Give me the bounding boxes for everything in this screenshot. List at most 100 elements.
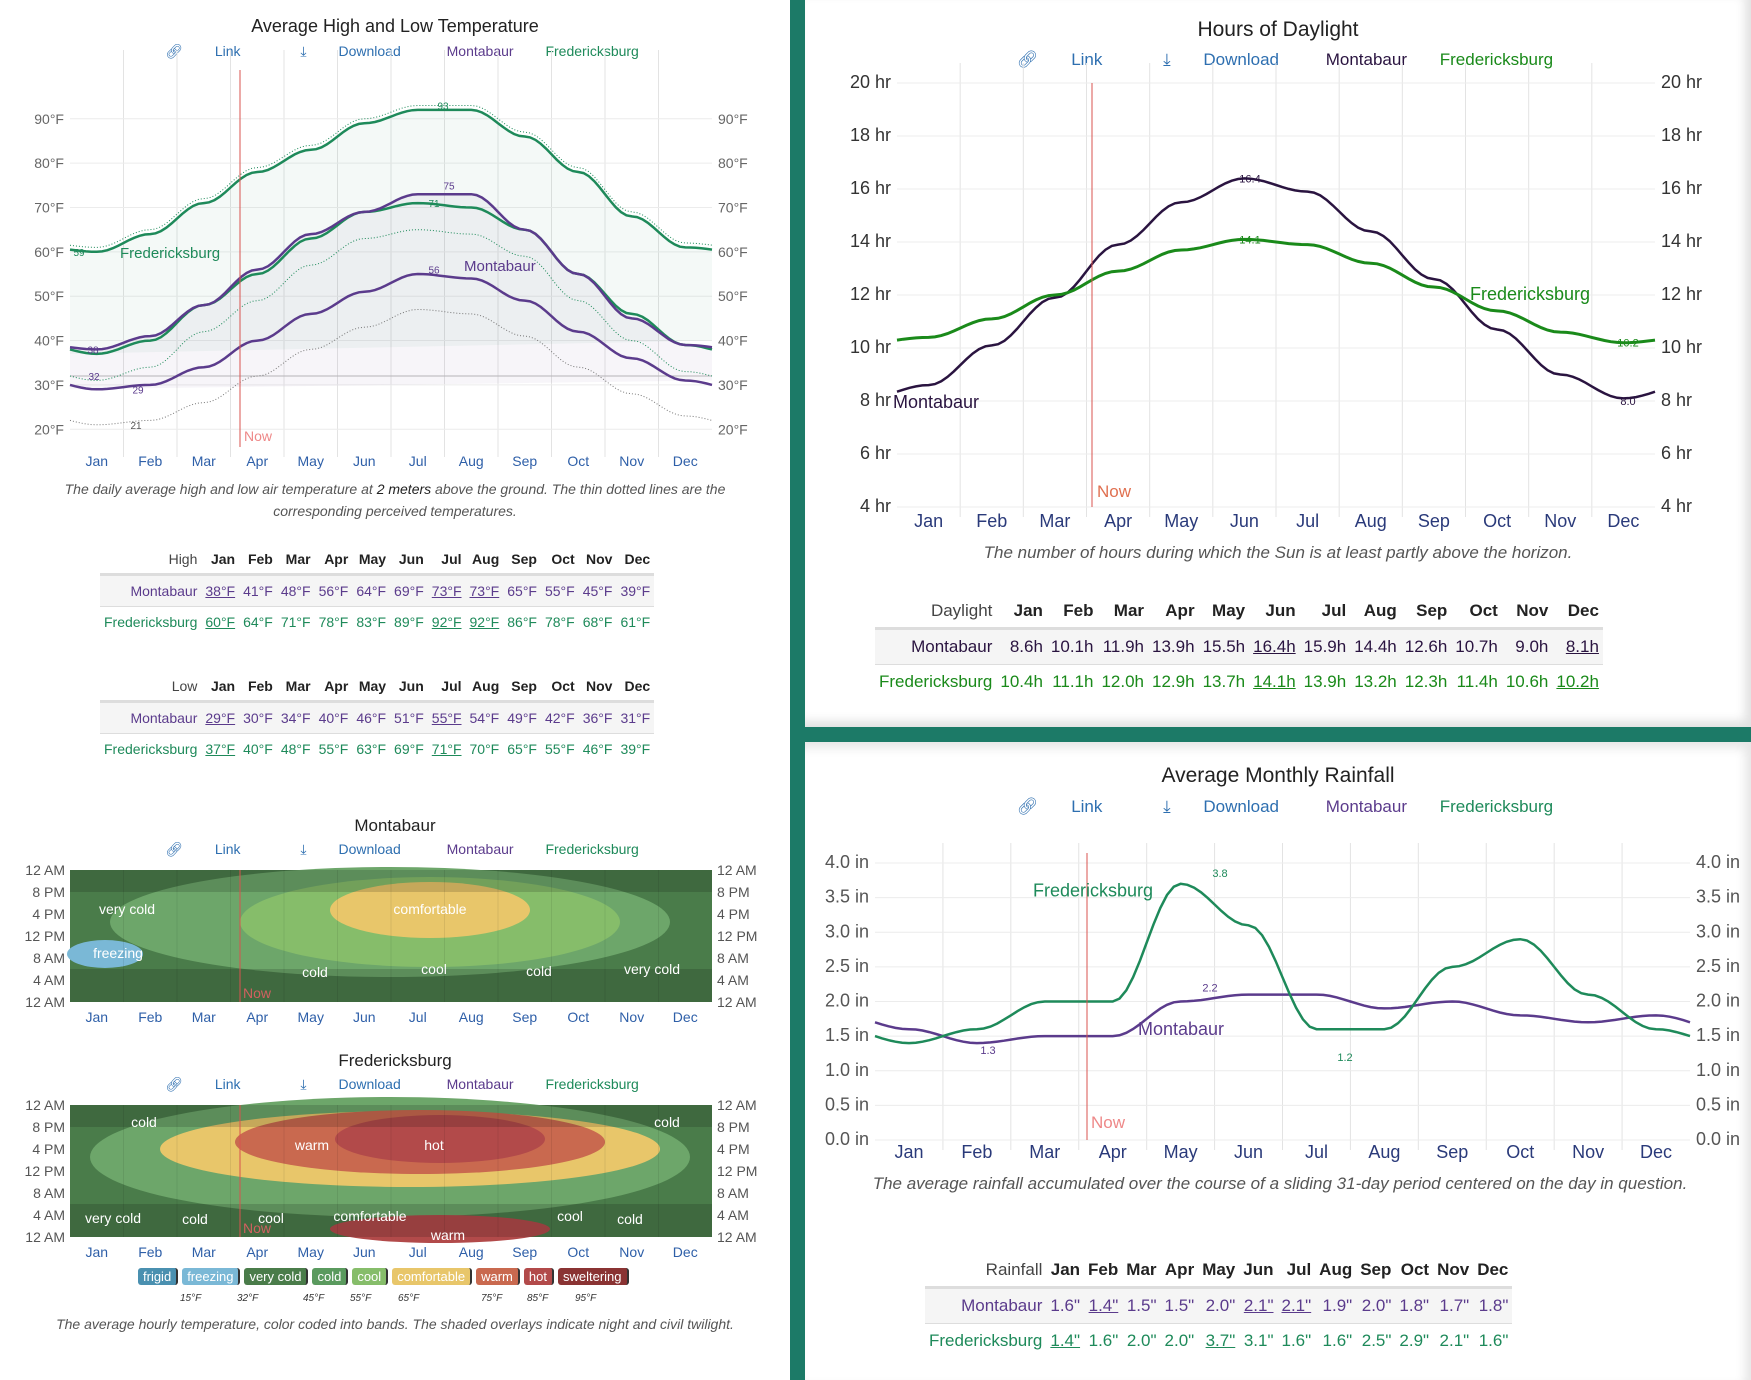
low-cell: 69°F xyxy=(394,741,424,757)
band-hot: hot xyxy=(523,1268,554,1285)
high-cell: 89°F xyxy=(394,614,424,630)
rainfall-col-jan: Jan xyxy=(1050,1260,1081,1279)
temp-xtick-feb: Feb xyxy=(138,453,162,469)
montabaur-heatmap-link-button[interactable]: 🔗︎ Link xyxy=(165,841,241,857)
high-cell[interactable]: 92°F xyxy=(431,614,462,630)
low-cell[interactable]: 71°F xyxy=(431,741,462,757)
montabaur-heatmap-legend-fredericksburg[interactable]: Fredericksburg xyxy=(545,841,639,857)
fredericksburg-heatmap-link-button[interactable]: 🔗︎ Link xyxy=(165,1076,241,1092)
high-cell[interactable]: 92°F xyxy=(469,614,500,630)
rainfall-montabaur-line xyxy=(874,993,1691,1045)
rainfall-link-button[interactable]: 🔗︎ Link xyxy=(1016,797,1103,816)
fredericksburg-heatmap-toolbar: 🔗︎ Link ⤓ Download Montabaur Fredericksb… xyxy=(0,1076,790,1093)
daylight-cell[interactable]: 16.4h xyxy=(1253,637,1296,656)
daylight-cell: 10.1h xyxy=(1050,637,1094,656)
high-cell: 69°F xyxy=(394,583,424,599)
temp-ytick-left: 30°F xyxy=(34,377,64,393)
daylight-row-name: Montabaur xyxy=(911,637,993,656)
rainfall-xtick-jun: Jun xyxy=(1234,1142,1263,1162)
high-cell: 86°F xyxy=(507,614,537,630)
temp-annotation: 21 xyxy=(130,421,142,432)
rainfall-cell: 3.1" xyxy=(1243,1331,1274,1350)
rainfall-xtick-apr: Apr xyxy=(1099,1142,1127,1162)
daylight-cell: 12.3h xyxy=(1404,672,1448,691)
fredericksburg-heatmap-download-button[interactable]: ⤓ Download xyxy=(300,1076,401,1092)
daylight-download-button[interactable]: ⤓ Download xyxy=(1163,50,1279,69)
temp-link-button[interactable]: 🔗︎ Link xyxy=(165,43,241,59)
montabaur-heatmap-hour-right: 8 AM xyxy=(717,950,749,966)
high-col-aug: Aug xyxy=(472,551,500,567)
rainfall-cell[interactable]: 1.4" xyxy=(1050,1331,1081,1350)
daylight-ytick-left: 16 hr xyxy=(850,178,891,198)
montabaur-heatmap-xtick-jul: Jul xyxy=(409,1009,427,1025)
fredericksburg-heatmap-legend-montabaur[interactable]: Montabaur xyxy=(446,1076,514,1092)
daylight-link-button[interactable]: 🔗︎ Link xyxy=(1016,50,1103,69)
low-cell[interactable]: 29°F xyxy=(205,710,236,726)
daylight-annotation: 14.1 xyxy=(1239,234,1260,246)
temp-ytick-left: 20°F xyxy=(34,421,64,437)
high-cell[interactable]: 73°F xyxy=(469,583,500,599)
daylight-cell[interactable]: 8.1h xyxy=(1565,637,1599,656)
rainfall-cell[interactable]: 2.1" xyxy=(1281,1296,1312,1315)
temp-download-button[interactable]: ⤓ Download xyxy=(300,43,401,59)
rainfall-cell[interactable]: 3.7" xyxy=(1205,1331,1236,1350)
high-row-name: Fredericksburg xyxy=(104,614,198,630)
daylight-cell: 11.9h xyxy=(1102,637,1145,656)
temp-legend-fredericksburg[interactable]: Fredericksburg xyxy=(545,43,639,59)
montabaur-heatmap-band-label: cool xyxy=(421,961,447,977)
montabaur-range-area xyxy=(70,194,712,390)
temp-xtick-jul: Jul xyxy=(409,453,427,469)
heatmap-caption: The average hourly temperature, color co… xyxy=(56,1316,734,1332)
low-row-montabaur: Montabaur 29°F 30°F 34°F 40°F 46°F 51°F 55°F 54°… xyxy=(100,701,655,734)
montabaur-heatmap-hour-left: 8 AM xyxy=(33,950,65,966)
rainfall-legend-fredericksburg[interactable]: Fredericksburg xyxy=(1439,797,1554,816)
rainfall-ytick-right: 2.0 in xyxy=(1696,991,1740,1011)
temp-ytick-right: 50°F xyxy=(718,288,748,304)
temp-legend-montabaur[interactable]: Montabaur xyxy=(446,43,514,59)
rainfall-caption: The average rainfall accumulated over th… xyxy=(872,1174,1688,1193)
daylight-cell: 10.7h xyxy=(1455,637,1498,656)
rainfall-legend-montabaur[interactable]: Montabaur xyxy=(1325,797,1407,816)
high-cell[interactable]: 38°F xyxy=(205,583,236,599)
rainfall-cell[interactable]: 2.1" xyxy=(1243,1296,1274,1315)
low-header-row: Low Jan Feb Mar Apr May Jun Jul Aug Sep Oct Nov Dec xyxy=(100,672,655,702)
temp-ytick-right: 40°F xyxy=(718,333,748,349)
daylight-col-oct: Oct xyxy=(1469,601,1498,620)
low-cell: 39°F xyxy=(620,741,651,757)
high-cell: 56°F xyxy=(318,583,349,599)
daylight-xtick-apr: Apr xyxy=(1104,511,1132,531)
low-col-dec: Dec xyxy=(624,678,651,694)
low-cell[interactable]: 37°F xyxy=(205,741,236,757)
daylight-fredericksburg-line xyxy=(896,237,1656,345)
daylight-col-may: May xyxy=(1212,601,1246,620)
rainfall-col-oct: Oct xyxy=(1400,1260,1430,1279)
low-cell[interactable]: 55°F xyxy=(431,710,462,726)
rainfall-cell: 1.6" xyxy=(1281,1331,1312,1350)
rainfall-xtick-nov: Nov xyxy=(1572,1142,1604,1162)
daylight-col-mar: Mar xyxy=(1113,601,1145,620)
high-col-jun: Jun xyxy=(398,551,424,567)
fredericksburg-heatmap-hour-left: 4 PM xyxy=(32,1141,65,1157)
temp-xtick-dec: Dec xyxy=(673,453,698,469)
high-cell[interactable]: 60°F xyxy=(205,614,236,630)
fredericksburg-heatmap-legend-fredericksburg[interactable]: Fredericksburg xyxy=(545,1076,639,1092)
daylight-legend-montabaur[interactable]: Montabaur xyxy=(1325,50,1407,69)
high-col-mar: Mar xyxy=(285,551,311,567)
daylight-cell[interactable]: 10.2h xyxy=(1556,672,1599,691)
rainfall-download-button[interactable]: ⤓ Download xyxy=(1163,797,1279,816)
daylight-legend-fredericksburg[interactable]: Fredericksburg xyxy=(1439,50,1554,69)
fredericksburg-heatmap-xtick-dec: Dec xyxy=(673,1244,698,1260)
band-sweltering: sweltering xyxy=(557,1268,629,1285)
low-col-jun: Jun xyxy=(398,678,424,694)
high-col-apr: Apr xyxy=(324,551,349,567)
high-cell[interactable]: 73°F xyxy=(431,583,462,599)
montabaur-heatmap-download-button[interactable]: ⤓ Download xyxy=(300,841,401,857)
rainfall-cell[interactable]: 1.4" xyxy=(1088,1296,1119,1315)
daylight-cell: 14.4h xyxy=(1354,637,1397,656)
daylight-cell[interactable]: 14.1h xyxy=(1253,672,1296,691)
montabaur-heatmap-hour-left: 4 AM xyxy=(33,972,65,988)
montabaur-heatmap-xtick-jan: Jan xyxy=(85,1009,108,1025)
montabaur-heatmap-legend-montabaur[interactable]: Montabaur xyxy=(446,841,514,857)
low-temperature-table: Low Jan Feb Mar Apr May Jun Jul Aug Sep Oct Nov Dec M… xyxy=(100,672,655,764)
daylight-col-nov: Nov xyxy=(1516,601,1549,620)
